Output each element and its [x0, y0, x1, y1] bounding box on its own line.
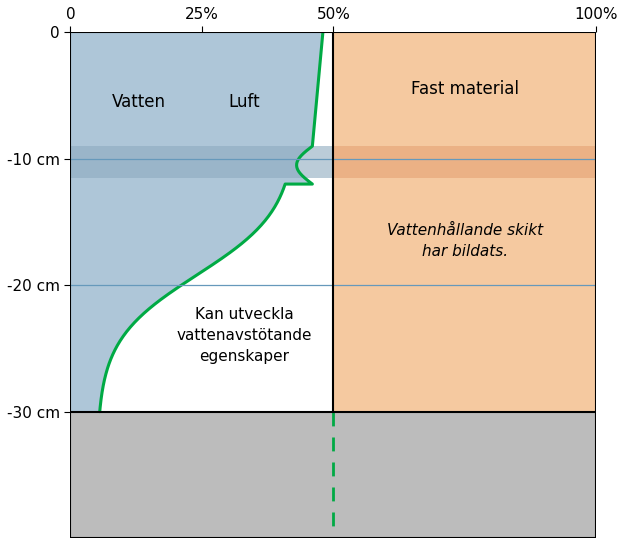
- Bar: [71, 411, 596, 538]
- Text: Vatten: Vatten: [112, 93, 166, 111]
- Bar: [71, 146, 333, 178]
- Bar: [333, 146, 596, 178]
- Text: Vattenhållande skikt
har bildats.: Vattenhållande skikt har bildats.: [387, 223, 543, 259]
- Text: Kan utveckla
vattenavstötande
egenskaper: Kan utveckla vattenavstötande egenskaper: [176, 307, 312, 364]
- Bar: [333, 32, 596, 411]
- Polygon shape: [100, 32, 333, 411]
- Text: Fast material: Fast material: [411, 80, 519, 98]
- Text: Luft: Luft: [228, 93, 260, 111]
- Bar: [71, 32, 333, 411]
